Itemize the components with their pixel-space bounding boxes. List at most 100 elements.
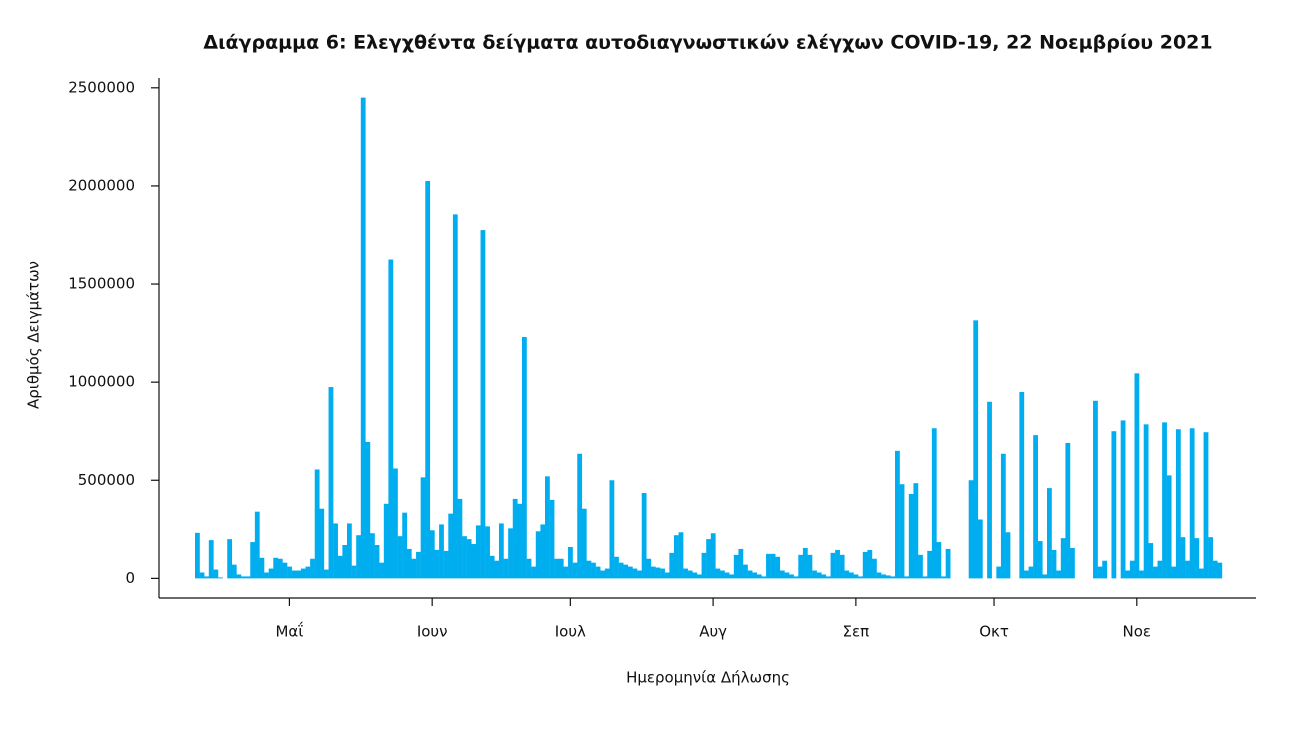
bar (618, 562, 624, 579)
bar (388, 259, 394, 579)
bar (1166, 475, 1172, 579)
y-tick-label: 2000000 (68, 176, 135, 194)
bar (1000, 453, 1006, 579)
bar (931, 428, 937, 579)
bar (899, 484, 905, 579)
bar (904, 576, 910, 579)
bar (1102, 560, 1108, 579)
bar (305, 566, 311, 579)
bar (807, 554, 813, 579)
bar (554, 558, 560, 579)
bar (637, 570, 642, 579)
bar (402, 512, 408, 579)
bar (241, 576, 246, 579)
bar (798, 554, 804, 579)
bar (204, 576, 210, 579)
bar (351, 565, 357, 579)
bar (406, 548, 412, 579)
bar (1203, 432, 1209, 579)
bar (1028, 566, 1034, 579)
bar (627, 566, 633, 579)
bar (692, 572, 698, 579)
bar (1171, 566, 1177, 579)
bar (1152, 566, 1158, 579)
bar (614, 556, 619, 579)
bar (876, 572, 882, 579)
bar (766, 553, 771, 579)
y-tick-label: 2500000 (68, 78, 135, 96)
bar (881, 574, 887, 579)
bar (1194, 538, 1200, 579)
bar (494, 560, 500, 579)
bar (1143, 424, 1149, 579)
bar (218, 577, 223, 579)
bar (973, 320, 979, 579)
bar (577, 453, 583, 579)
bar (1019, 391, 1025, 579)
bar (374, 545, 380, 579)
bar (632, 568, 638, 579)
bar (779, 570, 785, 579)
bar (977, 519, 983, 579)
bar (1148, 543, 1154, 579)
bar (867, 549, 873, 579)
bar (941, 576, 946, 579)
x-tick-label: Ιουν (417, 623, 448, 641)
bar (996, 566, 1002, 579)
bar (397, 536, 403, 579)
bar (770, 553, 776, 579)
bar (1005, 532, 1011, 579)
bar (416, 551, 421, 579)
x-tick-label: Οκτ (979, 623, 1009, 641)
bar (1033, 435, 1038, 579)
chart-title: Διάγραμμα 6: Ελεγχθέντα δείγματα αυτοδια… (203, 32, 1212, 54)
bar (922, 576, 928, 579)
x-tick-label: Νοε (1123, 623, 1152, 641)
bar (195, 532, 200, 579)
y-tick-label: 1500000 (68, 275, 135, 293)
bar (296, 570, 302, 579)
bar (236, 574, 242, 579)
bar (568, 546, 573, 579)
bar (1093, 400, 1098, 579)
bar (503, 558, 509, 579)
bar (816, 572, 822, 579)
bar (655, 567, 661, 579)
bar (563, 566, 569, 579)
bar (1051, 549, 1057, 579)
bar (540, 524, 546, 579)
bar (277, 558, 283, 579)
bar (821, 574, 827, 579)
bar (733, 554, 739, 579)
bar (1111, 431, 1117, 579)
bar (439, 524, 444, 579)
bar (1208, 537, 1213, 579)
bar (531, 566, 536, 579)
bar (812, 570, 817, 579)
bar (646, 558, 652, 579)
bar (918, 554, 923, 579)
bar (1134, 373, 1140, 579)
bar (250, 542, 256, 579)
bar (775, 556, 781, 579)
bar (429, 530, 435, 579)
bar (591, 562, 596, 579)
bar (683, 568, 688, 579)
bar (1198, 568, 1204, 579)
bar (895, 450, 900, 579)
bar (936, 542, 942, 579)
bar (641, 493, 647, 579)
bar (264, 572, 269, 579)
bar (254, 511, 260, 579)
bar (715, 568, 721, 579)
bar (604, 568, 610, 579)
bar (862, 551, 868, 579)
y-tick-label: 1000000 (68, 373, 135, 391)
bar (393, 468, 398, 579)
bar (600, 570, 606, 579)
x-tick-label: Ιουλ (555, 623, 586, 641)
bar (927, 550, 933, 579)
bar (825, 576, 831, 579)
bar (1042, 574, 1048, 579)
bar (687, 570, 693, 579)
